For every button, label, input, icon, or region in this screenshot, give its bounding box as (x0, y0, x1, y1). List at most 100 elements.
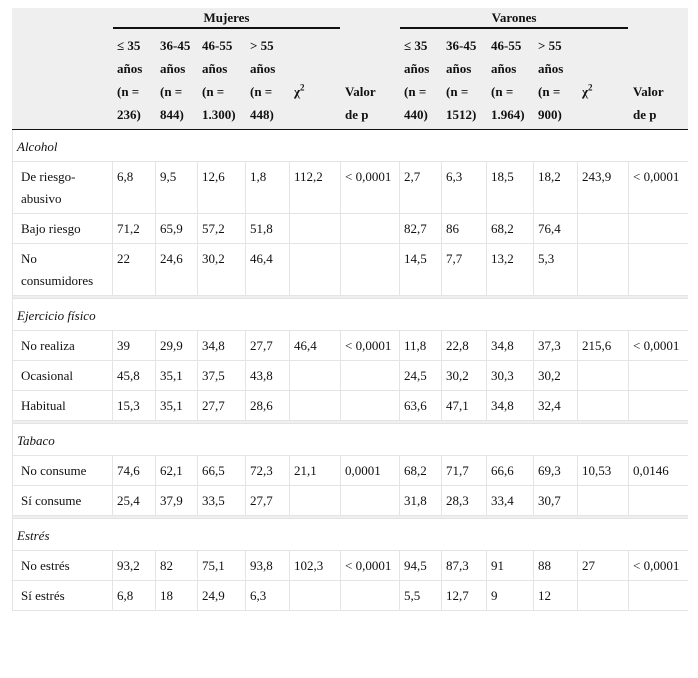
data-cell: 1,8 (245, 161, 290, 214)
data-cell: 0,0001 (340, 455, 401, 486)
data-cell: 68,2 (399, 455, 443, 486)
row-label: Habitual (12, 390, 113, 421)
data-cell: 82 (155, 550, 198, 581)
section-row: Alcohol (12, 129, 688, 162)
data-cell: 33,5 (197, 485, 246, 516)
data-cell: 66,5 (197, 455, 246, 486)
data-cell: 69,3 (533, 455, 579, 486)
header-cell (12, 8, 113, 30)
row-label: Sí consume (12, 485, 113, 516)
data-cell: 35,1 (155, 390, 198, 421)
data-cell: 29,9 (155, 330, 198, 361)
data-cell: < 0,0001 (340, 330, 401, 361)
column-header-line: 46-55 (491, 38, 522, 53)
data-row: No realiza 39 29,9 34,8 27,7 46,4 < 0,0001 11,8… (12, 330, 688, 361)
column-header-line: años (160, 61, 186, 76)
data-cell: 91 (486, 550, 535, 581)
column-header-line: > 55 (250, 38, 274, 53)
p-header: Valor de p (628, 29, 688, 130)
data-cell: 21,1 (288, 455, 342, 486)
data-cell: 9 (486, 580, 535, 611)
data-cell: 94,5 (399, 550, 443, 581)
data-cell: 28,6 (245, 390, 290, 421)
section-row: Ejercicio físico (12, 298, 688, 331)
data-cell (628, 485, 688, 516)
data-cell (577, 485, 630, 516)
data-cell: 39 (112, 330, 156, 361)
data-cell: < 0,0001 (628, 161, 688, 214)
data-cell: 74,6 (112, 455, 156, 486)
data-cell: 6,8 (112, 580, 156, 611)
column-header-line: (n = (446, 84, 469, 99)
section-title: Estrés (12, 518, 688, 551)
data-cell: 27,7 (245, 485, 290, 516)
column-header: ≤ 35 años (n = 440) (399, 29, 443, 130)
data-cell: 6,3 (245, 580, 290, 611)
section-title: Ejercicio físico (12, 298, 688, 331)
column-header-line: años (250, 61, 276, 76)
data-cell: 24,6 (155, 243, 198, 296)
data-cell: 18,2 (533, 161, 579, 214)
data-cell: 102,3 (288, 550, 342, 581)
data-cell: 7,7 (441, 243, 488, 296)
data-cell: 27,7 (197, 390, 246, 421)
data-cell: 76,4 (533, 213, 579, 244)
section-title: Tabaco (12, 423, 688, 456)
group-title: Varones (400, 10, 628, 29)
column-header-line: (n = (160, 84, 183, 99)
row-label: Sí estrés (12, 580, 113, 611)
column-header-line: años (404, 61, 430, 76)
data-cell (577, 243, 630, 296)
data-cell: 18 (155, 580, 198, 611)
data-cell (628, 580, 688, 611)
column-header-line: 844) (160, 107, 184, 122)
column-header-line: 1.300) (202, 107, 236, 122)
row-label: No realiza (12, 330, 113, 361)
column-header-line: 448) (250, 107, 274, 122)
data-cell: < 0,0001 (628, 550, 688, 581)
p-header-line: de p (633, 107, 657, 122)
row-label: Ocasional (12, 360, 113, 391)
data-cell: 72,3 (245, 455, 290, 486)
p-header-line: Valor (633, 84, 664, 99)
data-cell: 34,8 (197, 330, 246, 361)
data-cell (340, 390, 401, 421)
data-cell: 51,8 (245, 213, 290, 244)
data-cell (288, 243, 342, 296)
data-cell: 93,8 (245, 550, 290, 581)
group-header: Mujeres (111, 8, 342, 30)
column-header-line: años (446, 61, 472, 76)
row-label: No consumidores (12, 243, 113, 296)
column-header-line: (n = (117, 84, 140, 99)
data-cell: 27,7 (245, 330, 290, 361)
data-cell: 86 (441, 213, 488, 244)
column-header: 46-55 años (n = 1.300) (197, 29, 246, 130)
data-cell: 24,9 (197, 580, 246, 611)
data-cell: 5,3 (533, 243, 579, 296)
data-cell: 5,5 (399, 580, 443, 611)
data-cell (577, 390, 630, 421)
data-cell (628, 390, 688, 421)
data-cell: 6,8 (112, 161, 156, 214)
row-label: De riesgo-abusivo (12, 161, 113, 214)
section-row: Tabaco (12, 423, 688, 456)
data-cell (340, 360, 401, 391)
column-header-line: 440) (404, 107, 428, 122)
column-header-line: 1512) (446, 107, 477, 122)
data-cell: 215,6 (577, 330, 630, 361)
data-cell: 31,8 (399, 485, 443, 516)
data-cell: < 0,0001 (340, 161, 401, 214)
row-label: No consume (12, 455, 113, 486)
data-cell: 57,2 (197, 213, 246, 244)
column-header-line: (n = (404, 84, 427, 99)
data-cell: 28,3 (441, 485, 488, 516)
p-header-line: Valor (345, 84, 376, 99)
header-cell (12, 29, 113, 130)
data-cell (628, 213, 688, 244)
data-cell: 2,7 (399, 161, 443, 214)
data-cell (288, 580, 342, 611)
results-table: Mujeres Varones ≤ 35 años (n = 236) 36-45 años (… (12, 8, 688, 611)
header-row: Mujeres Varones (12, 8, 688, 30)
data-cell (628, 360, 688, 391)
